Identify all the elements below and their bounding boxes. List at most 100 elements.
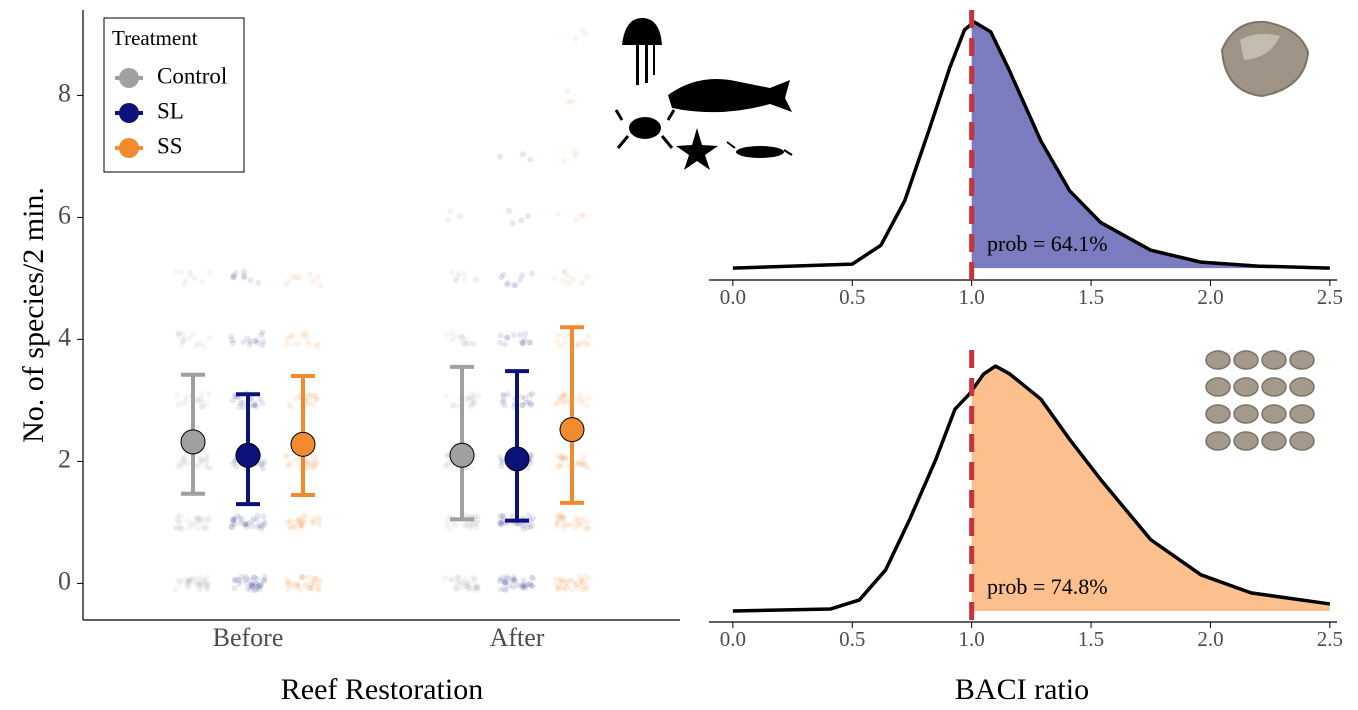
jitter-point: [524, 524, 531, 531]
jitter-point: [289, 273, 296, 280]
jitter-point: [252, 587, 259, 594]
jitter-point: [310, 454, 317, 461]
jitter-point: [202, 515, 209, 522]
jitter-point: [563, 579, 570, 586]
jitter-point: [471, 575, 478, 582]
jitter-point: [578, 212, 585, 219]
jitter-point: [312, 458, 319, 465]
jitter-point: [561, 339, 568, 346]
jitter-point: [255, 582, 262, 589]
jitter-point: [178, 342, 185, 349]
jitter-point: [558, 584, 565, 591]
jitter-point: [206, 465, 213, 472]
jitter-point: [200, 403, 207, 410]
jitter-point: [520, 525, 527, 532]
jitter-point: [555, 332, 562, 339]
rock: [1233, 350, 1259, 370]
jitter-point: [298, 518, 305, 525]
jitter-point: [474, 587, 481, 594]
jitter-point: [296, 393, 303, 400]
jitter-point: [197, 457, 204, 464]
jitter-point: [579, 400, 586, 407]
jitter-point: [527, 523, 534, 530]
jitter-point: [585, 333, 592, 340]
jitter-point: [453, 585, 460, 592]
jitter-point: [502, 578, 509, 585]
jitter-point: [287, 525, 294, 532]
jitter-point: [519, 394, 526, 401]
jitter-point: [183, 397, 190, 404]
jitter-point: [283, 341, 290, 348]
jitter-point: [443, 332, 450, 339]
jitter-point: [580, 212, 587, 219]
jitter-point: [203, 525, 210, 532]
jitter-point: [458, 580, 465, 587]
jitter-point: [255, 279, 262, 286]
jitter-point: [579, 396, 586, 403]
jitter-point: [563, 521, 570, 528]
jitter-point: [503, 586, 510, 593]
jitter-point: [528, 583, 535, 590]
jitter-point: [560, 516, 567, 523]
jitter-point: [197, 585, 204, 592]
jitter-point: [290, 580, 297, 587]
jitter-point: [474, 584, 481, 591]
legend-label: SL: [157, 98, 184, 123]
jitter-point: [469, 396, 476, 403]
jitter-point: [283, 453, 290, 460]
jitter-point: [461, 270, 468, 277]
jitter-point: [178, 577, 185, 584]
jitter-point: [205, 390, 212, 397]
jitter-point: [291, 524, 298, 531]
jitter-point: [574, 397, 581, 404]
jitter-point: [190, 331, 197, 338]
jitter-point: [198, 395, 205, 402]
jitter-point: [203, 579, 210, 586]
jitter-point: [455, 576, 462, 583]
jitter-point: [242, 521, 249, 528]
jitter-point: [285, 463, 292, 470]
jitter-point: [254, 339, 261, 346]
jitter-point: [187, 576, 194, 583]
rock: [1205, 350, 1231, 370]
jitter-point: [206, 515, 213, 522]
jitter-point: [465, 585, 472, 592]
jitter-point: [497, 339, 504, 346]
jitter-point: [173, 268, 180, 275]
jitter-point: [510, 576, 517, 583]
jitter-point: [474, 513, 481, 520]
rock: [1289, 350, 1315, 370]
jitter-point: [193, 515, 200, 522]
mean-point: [559, 417, 585, 443]
jitter-point: [557, 576, 564, 583]
probability-area: [971, 366, 1330, 611]
jitter-point: [181, 335, 188, 342]
jitter-point: [519, 151, 526, 158]
jitter-point: [471, 523, 478, 530]
jitter-point: [518, 272, 525, 279]
jitter-point: [455, 273, 462, 280]
legend-marker: [119, 103, 139, 123]
jitter-point: [293, 580, 300, 587]
jitter-point: [504, 281, 511, 288]
jitter-point: [311, 460, 318, 467]
jitter-point: [194, 463, 201, 470]
jitter-point: [250, 515, 257, 522]
rock: [1205, 377, 1231, 397]
jitter-point: [463, 396, 470, 403]
jitter-point: [473, 524, 480, 531]
jitter-point: [203, 574, 210, 581]
jitter-point: [501, 402, 508, 409]
jitter-point: [573, 584, 580, 591]
jitter-point: [179, 331, 186, 338]
jitter-point: [581, 453, 588, 460]
jitter-point: [176, 464, 183, 471]
jitter-point: [293, 274, 300, 281]
jitter-point: [196, 461, 203, 468]
jitter-point: [284, 335, 291, 342]
jitter-point: [310, 519, 317, 526]
jitter-point: [198, 519, 205, 526]
x-tick-label: After: [490, 623, 545, 652]
jitter-point: [234, 512, 241, 519]
jitter-point: [284, 580, 291, 587]
